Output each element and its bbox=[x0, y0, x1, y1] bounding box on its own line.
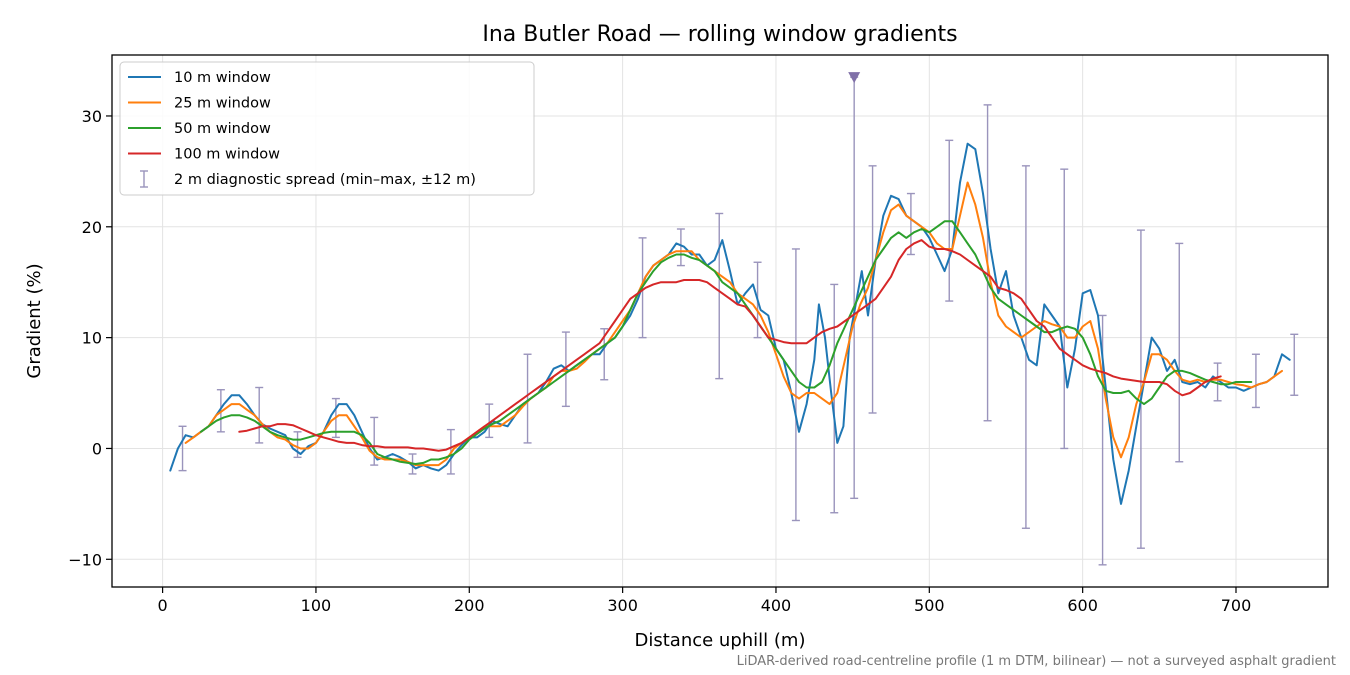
caption: LiDAR-derived road-centreline profile (1… bbox=[737, 654, 1336, 669]
series-layer bbox=[169, 142, 1291, 505]
series-line-3 bbox=[199, 220, 1253, 465]
errorbar bbox=[523, 353, 532, 444]
y-axis-label: Gradient (%) bbox=[24, 263, 45, 378]
errorbar bbox=[255, 386, 264, 444]
y-tick-label: 0 bbox=[92, 439, 102, 458]
legend: 10 m window 25 m window 50 m window 100 m w… bbox=[119, 61, 535, 196]
marker-layer bbox=[848, 72, 861, 84]
errorbar bbox=[906, 192, 915, 256]
errorbar-layer bbox=[178, 76, 1299, 566]
x-tick-label: 700 bbox=[1221, 596, 1252, 615]
errorbar bbox=[370, 416, 379, 466]
x-tick-label: 300 bbox=[607, 596, 638, 615]
legend-label-1: 10 m window bbox=[174, 70, 271, 86]
errorbar bbox=[293, 431, 302, 459]
x-tick-label: 100 bbox=[301, 596, 332, 615]
errorbar bbox=[1290, 333, 1299, 396]
errorbar bbox=[1060, 168, 1069, 450]
peak-marker bbox=[848, 72, 861, 84]
tick-layer: 0 100 200 300 400 500 600 700 −10 0 10 20 30 bbox=[68, 107, 1251, 615]
x-tick-label: 200 bbox=[454, 596, 485, 615]
series-line-2 bbox=[184, 181, 1283, 467]
plot-frame bbox=[111, 54, 1329, 588]
x-tick-label: 500 bbox=[914, 596, 945, 615]
errorbar bbox=[1213, 362, 1222, 402]
errorbar bbox=[178, 425, 187, 472]
errorbar bbox=[715, 212, 724, 380]
errorbar bbox=[1175, 242, 1184, 463]
x-tick-label: 400 bbox=[761, 596, 792, 615]
legend-label-3: 50 m window bbox=[174, 121, 271, 137]
legend-label-errorbar: 2 m diagnostic spread (min–max, ±12 m) bbox=[174, 172, 476, 188]
y-tick-label: 10 bbox=[82, 329, 102, 348]
legend-label-4: 100 m window bbox=[174, 147, 280, 163]
x-axis-label: Distance uphill (m) bbox=[635, 630, 806, 651]
legend-label-2: 25 m window bbox=[174, 96, 271, 112]
errorbar bbox=[676, 228, 685, 267]
errorbar bbox=[791, 248, 800, 522]
errorbar bbox=[1251, 353, 1260, 409]
y-tick-label: 20 bbox=[82, 218, 102, 237]
errorbar bbox=[1021, 165, 1030, 529]
series-line-1 bbox=[169, 142, 1291, 505]
series-line-4 bbox=[238, 239, 1222, 452]
y-tick-label: −10 bbox=[68, 550, 102, 569]
x-tick-label: 600 bbox=[1067, 596, 1098, 615]
y-tick-label: 30 bbox=[82, 107, 102, 126]
x-tick-label: 0 bbox=[158, 596, 168, 615]
chart-title: Ina Butler Road — rolling window gradien… bbox=[482, 22, 957, 47]
errorbar bbox=[485, 403, 494, 439]
legend-box bbox=[119, 61, 535, 196]
errorbar bbox=[850, 76, 859, 500]
